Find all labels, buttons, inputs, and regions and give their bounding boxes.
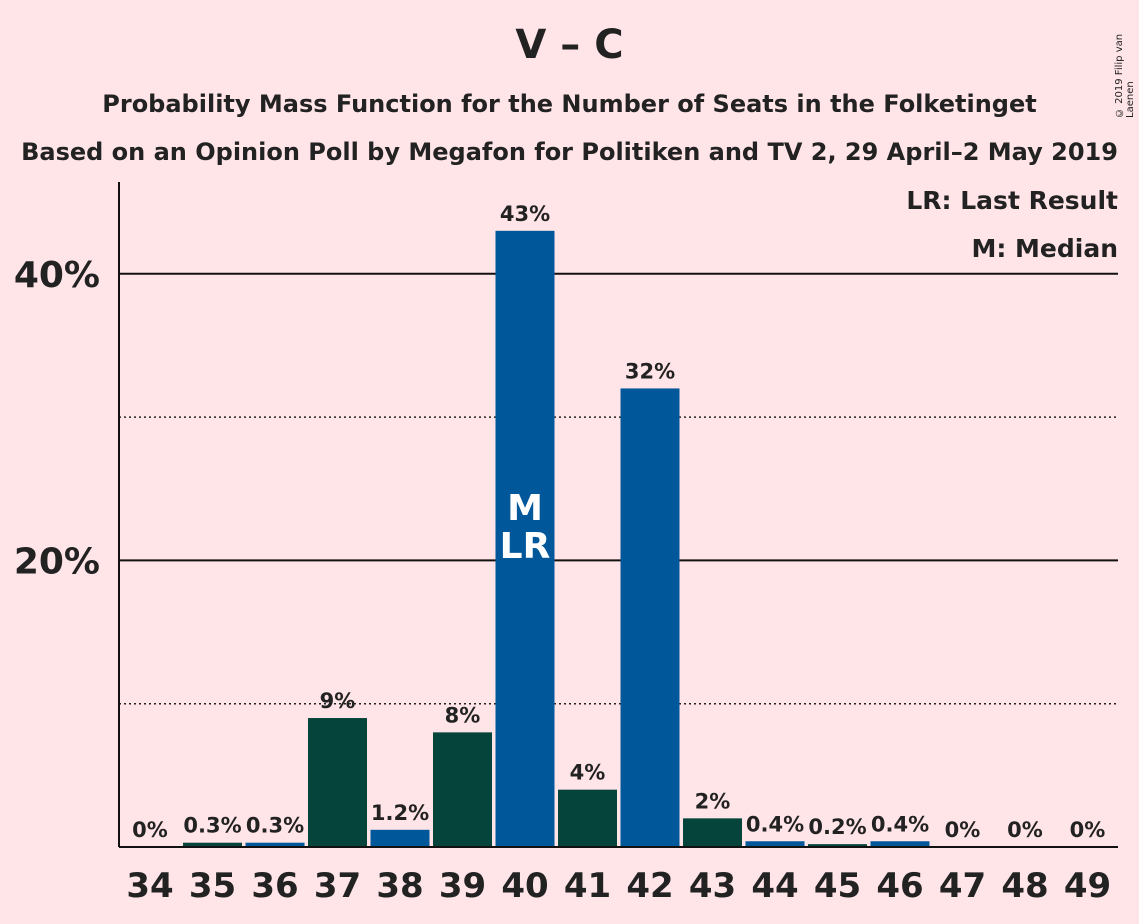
x-tick-38: 38 bbox=[376, 866, 423, 906]
bar-label-35: 0.3% bbox=[183, 814, 241, 838]
x-tick-48: 48 bbox=[1001, 866, 1048, 906]
bar-38 bbox=[370, 829, 430, 847]
bar-label-39: 8% bbox=[445, 703, 481, 727]
x-tick-40: 40 bbox=[501, 866, 548, 906]
x-tick-42: 42 bbox=[626, 866, 673, 906]
bar-label-38: 1.2% bbox=[371, 801, 429, 825]
marker-lr: LR bbox=[500, 526, 551, 567]
bar-label-49: 0% bbox=[1070, 818, 1106, 842]
bar-41 bbox=[558, 789, 617, 847]
x-tick-37: 37 bbox=[314, 866, 361, 906]
bar-label-44: 0.4% bbox=[746, 812, 804, 836]
chart-subtitle-1: Probability Mass Function for the Number… bbox=[102, 90, 1037, 118]
legend-last-result: LR: Last Result bbox=[906, 186, 1118, 215]
axes bbox=[118, 182, 1118, 848]
x-tick-labels: 34 35 36 37 38 39 40 41 42 43 44 45 46 47 48 49 bbox=[126, 866, 1111, 906]
bar-35 bbox=[183, 842, 242, 847]
bar-45 bbox=[808, 844, 867, 847]
bar-37 bbox=[308, 718, 367, 847]
bar-label-45: 0.2% bbox=[808, 815, 866, 839]
x-tick-35: 35 bbox=[189, 866, 236, 906]
bar-label-37: 9% bbox=[320, 689, 356, 713]
x-tick-44: 44 bbox=[751, 866, 798, 906]
bar-label-42: 32% bbox=[625, 359, 675, 383]
legend-median: M: Median bbox=[971, 234, 1118, 263]
x-tick-34: 34 bbox=[126, 866, 173, 906]
bar-label-34: 0% bbox=[132, 818, 168, 842]
bar-label-43: 2% bbox=[695, 789, 731, 813]
x-tick-46: 46 bbox=[876, 866, 923, 906]
bar-label-40: 43% bbox=[500, 202, 550, 226]
bar-46 bbox=[870, 841, 930, 847]
bar-42 bbox=[620, 388, 680, 847]
bar-44 bbox=[745, 841, 805, 847]
x-tick-49: 49 bbox=[1064, 866, 1111, 906]
bar-label-47: 0% bbox=[945, 818, 981, 842]
x-tick-41: 41 bbox=[564, 866, 611, 906]
bar-labels: 0% 0.3% 0.3% 9% 1.2% 8% 43% 4% 32% 2% 0.4% 0.2% 0.4%… bbox=[132, 202, 1105, 842]
x-tick-47: 47 bbox=[939, 866, 986, 906]
chart-title: V – C bbox=[515, 22, 624, 68]
bar-43 bbox=[683, 818, 742, 847]
x-tick-39: 39 bbox=[439, 866, 486, 906]
gridlines bbox=[119, 272, 1118, 705]
y-tick-labels: 20% 40% bbox=[14, 255, 100, 583]
x-tick-36: 36 bbox=[251, 866, 298, 906]
bar-label-46: 0.4% bbox=[871, 812, 929, 836]
bar-label-36: 0.3% bbox=[246, 814, 304, 838]
bar-39 bbox=[433, 732, 492, 847]
x-tick-43: 43 bbox=[689, 866, 736, 906]
y-tick-label: 40% bbox=[14, 255, 100, 296]
chart-subtitle-2: Based on an Opinion Poll by Megafon for … bbox=[21, 138, 1118, 166]
bar-label-48: 0% bbox=[1007, 818, 1043, 842]
bar-40 bbox=[495, 230, 555, 847]
y-tick-label: 20% bbox=[14, 541, 100, 582]
bars bbox=[183, 230, 930, 847]
x-tick-45: 45 bbox=[814, 866, 861, 906]
marker-m: M bbox=[507, 488, 543, 529]
bar-label-41: 4% bbox=[570, 761, 606, 785]
bar-36 bbox=[245, 842, 305, 847]
